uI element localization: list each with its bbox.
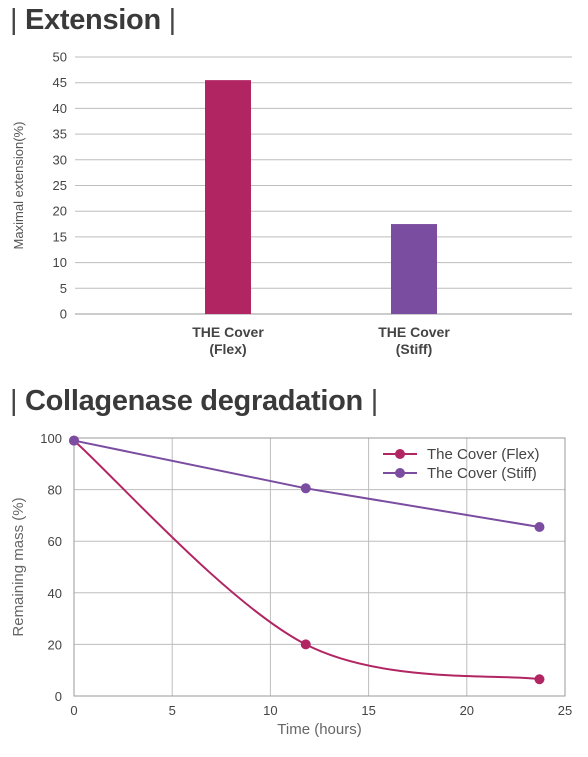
x-tick-label: 0 [70, 703, 77, 718]
category-label: (Stiff) [396, 341, 433, 357]
y-tick-label: 45 [53, 75, 67, 90]
y-tick-label: 80 [48, 483, 62, 498]
category-label: (Flex) [209, 341, 246, 357]
y-tick-label: 10 [53, 255, 67, 270]
x-tick-label: 25 [558, 703, 572, 718]
x-axis-label: Time (hours) [277, 721, 361, 738]
y-tick-label: 100 [40, 431, 62, 446]
legend-marker [395, 449, 405, 459]
category-label: THE Cover [378, 324, 450, 340]
y-tick-label: 35 [53, 127, 67, 142]
y-tick-label: 30 [53, 152, 67, 167]
x-tick-label: 15 [361, 703, 375, 718]
y-axis-label: Maximal extension(%) [11, 122, 26, 250]
y-tick-label: 25 [53, 178, 67, 193]
y-tick-label: 0 [55, 689, 62, 704]
category-label: THE Cover [192, 324, 264, 340]
y-axis-label: Remaining mass (%) [10, 497, 27, 636]
legend-label: The Cover (Flex) [427, 446, 540, 463]
y-tick-label: 0 [60, 307, 67, 322]
data-point [69, 435, 79, 446]
data-point [534, 674, 545, 685]
y-tick-label: 5 [60, 281, 67, 296]
x-tick-label: 10 [263, 703, 277, 718]
y-tick-label: 60 [48, 534, 62, 549]
y-tick-label: 40 [53, 101, 67, 116]
data-point [300, 639, 311, 650]
y-tick-label: 15 [53, 229, 67, 244]
y-tick-label: 50 [53, 50, 67, 65]
x-tick-label: 5 [169, 703, 176, 718]
degradation-title: | Collagenase degradation | [10, 385, 378, 417]
data-point [534, 522, 545, 533]
degradation-title-text: Collagenase degradation [25, 385, 363, 417]
bar-1 [391, 224, 437, 314]
extension-title: | Extension | [10, 4, 176, 36]
legend-marker [395, 468, 405, 478]
x-tick-label: 20 [460, 703, 474, 718]
legend-label: The Cover (Stiff) [427, 465, 537, 482]
extension-title-text: Extension [25, 4, 161, 36]
extension-bar-chart: 0 5 10 15 20 25 30 35 40 45 50 Maximal extension(%)… [11, 50, 572, 357]
bar-0 [205, 80, 251, 314]
data-point [300, 483, 311, 494]
y-tick-label: 40 [48, 586, 62, 601]
y-tick-label: 20 [53, 204, 67, 219]
y-tick-label: 20 [48, 637, 62, 652]
plot-frame [73, 437, 566, 697]
